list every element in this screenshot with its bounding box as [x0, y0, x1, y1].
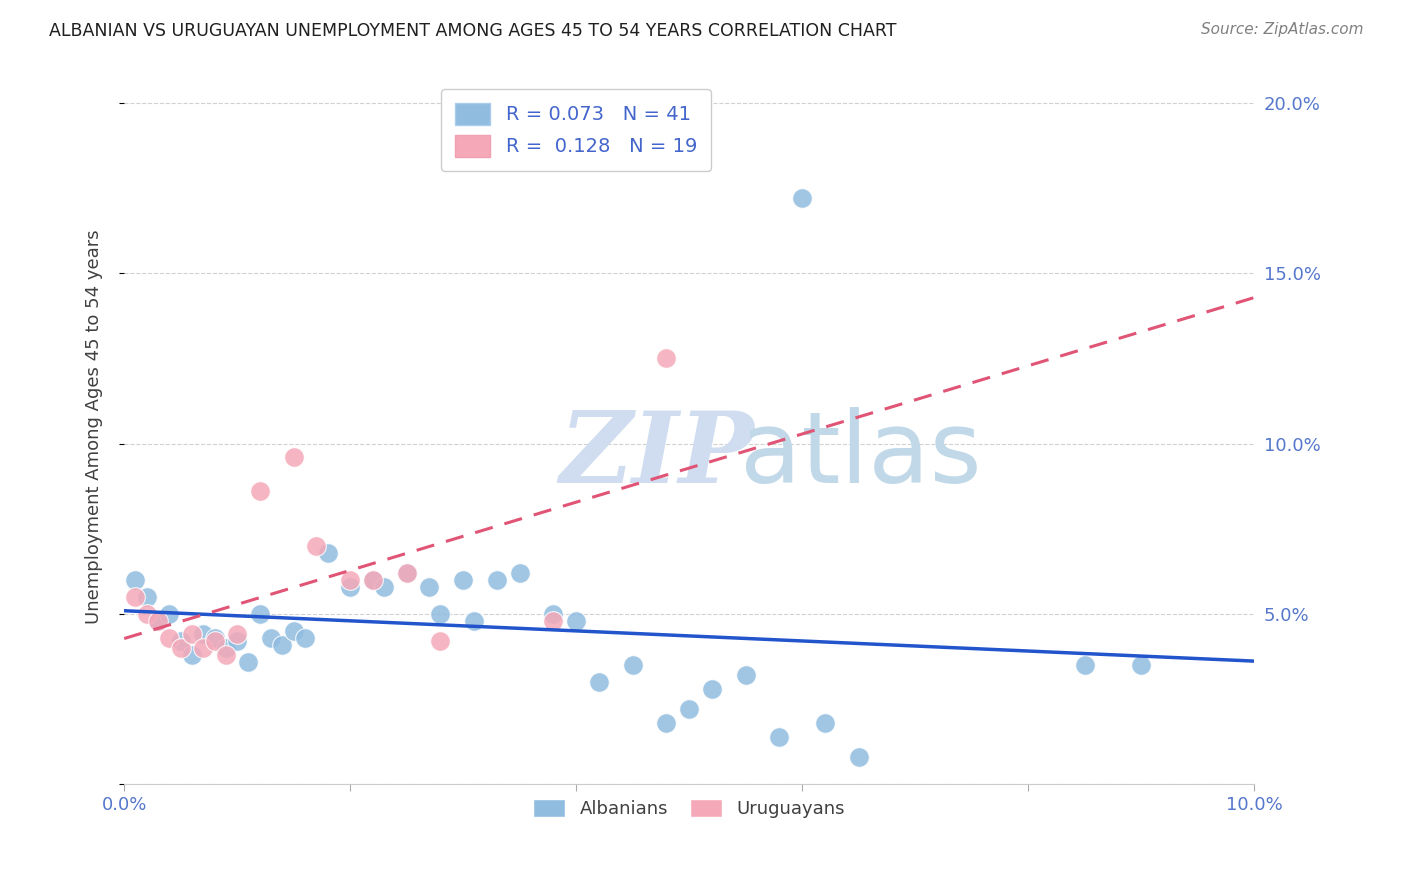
Point — [124, 590, 146, 604]
Point — [124, 573, 146, 587]
Text: Source: ZipAtlas.com: Source: ZipAtlas.com — [1201, 22, 1364, 37]
Point — [655, 716, 678, 731]
Point — [181, 627, 204, 641]
Point — [193, 641, 215, 656]
Text: ZIP: ZIP — [560, 407, 754, 503]
Point — [157, 631, 180, 645]
Point — [260, 631, 283, 645]
Point — [655, 351, 678, 366]
Point — [361, 573, 384, 587]
Point — [768, 730, 790, 744]
Point — [146, 614, 169, 628]
Y-axis label: Unemployment Among Ages 45 to 54 years: Unemployment Among Ages 45 to 54 years — [86, 229, 103, 624]
Point — [848, 750, 870, 764]
Point — [429, 634, 451, 648]
Point — [485, 573, 508, 587]
Point — [215, 648, 238, 662]
Point — [283, 450, 305, 465]
Point — [157, 607, 180, 621]
Point — [361, 573, 384, 587]
Point — [395, 566, 418, 580]
Point — [226, 627, 249, 641]
Point — [283, 624, 305, 638]
Point — [339, 573, 361, 587]
Point — [135, 607, 157, 621]
Point — [1073, 658, 1095, 673]
Point — [204, 634, 226, 648]
Point — [146, 614, 169, 628]
Point — [373, 580, 395, 594]
Text: ALBANIAN VS URUGUAYAN UNEMPLOYMENT AMONG AGES 45 TO 54 YEARS CORRELATION CHART: ALBANIAN VS URUGUAYAN UNEMPLOYMENT AMONG… — [49, 22, 897, 40]
Point — [700, 681, 723, 696]
Point — [543, 607, 565, 621]
Point — [790, 191, 813, 205]
Point — [678, 702, 700, 716]
Point — [238, 655, 260, 669]
Point — [509, 566, 531, 580]
Point — [429, 607, 451, 621]
Point — [294, 631, 316, 645]
Point — [734, 668, 756, 682]
Point — [181, 648, 204, 662]
Point — [204, 631, 226, 645]
Point — [316, 546, 339, 560]
Point — [339, 580, 361, 594]
Legend: Albanians, Uruguayans: Albanians, Uruguayans — [526, 792, 852, 825]
Point — [271, 638, 294, 652]
Point — [249, 484, 271, 499]
Point — [395, 566, 418, 580]
Text: atlas: atlas — [740, 407, 981, 504]
Point — [543, 614, 565, 628]
Point — [814, 716, 837, 731]
Point — [193, 627, 215, 641]
Point — [226, 634, 249, 648]
Point — [621, 658, 644, 673]
Point — [565, 614, 588, 628]
Point — [588, 675, 610, 690]
Point — [169, 641, 191, 656]
Point — [215, 641, 238, 656]
Point — [169, 634, 191, 648]
Point — [451, 573, 474, 587]
Point — [135, 590, 157, 604]
Point — [418, 580, 440, 594]
Point — [249, 607, 271, 621]
Point — [463, 614, 485, 628]
Point — [305, 539, 328, 553]
Point — [1130, 658, 1153, 673]
